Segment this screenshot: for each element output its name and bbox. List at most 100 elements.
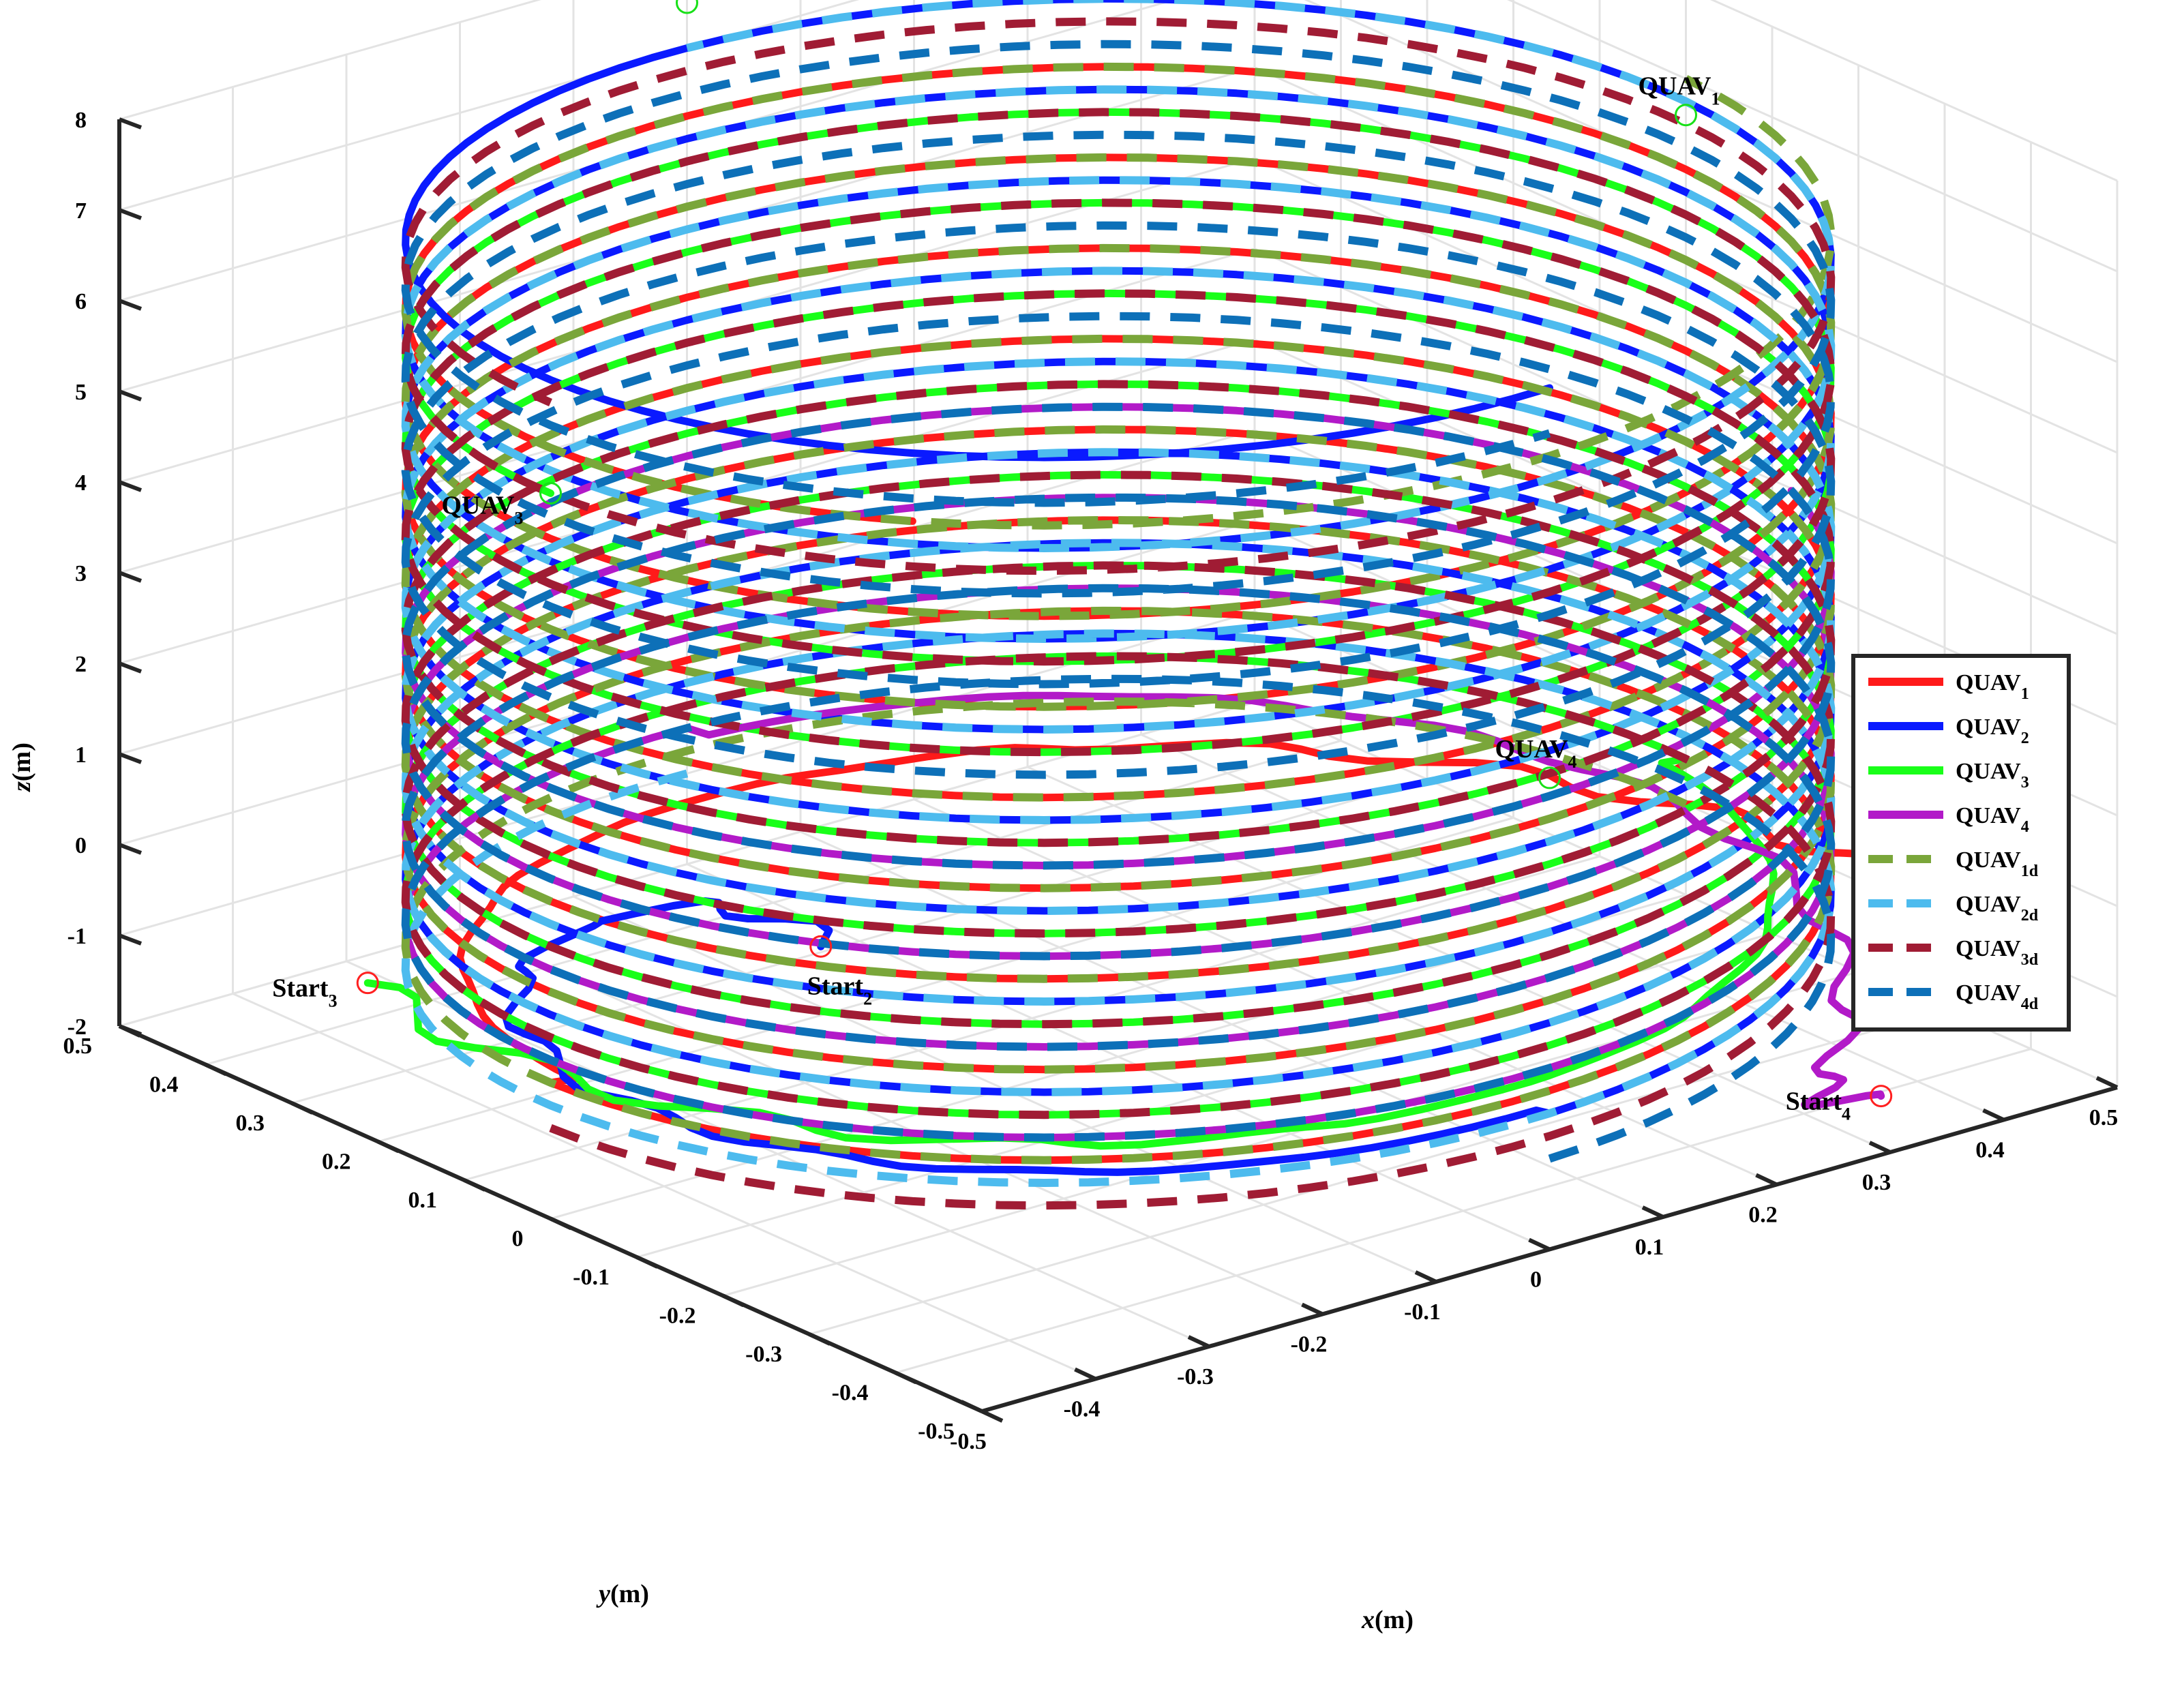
series-layer [363,0,1901,1210]
series-line-QUAV3d [401,17,1836,1210]
y-tick [981,1409,1004,1423]
legend-label: QUAV4d [1956,980,2039,1013]
legend-item: QUAV4d [1868,980,2039,1013]
z-tick-label: 4 [75,470,87,496]
y-tick-label: 0.1 [408,1188,438,1213]
z-tick [118,299,143,311]
x-tick [1301,1302,1323,1317]
y-tick-label: -0.2 [659,1304,696,1329]
z-tick-label: 6 [75,289,87,314]
legend-label: QUAV2 [1956,715,2029,747]
legend-label: QUAV4 [1956,803,2029,836]
x-tick-label: 0.4 [1975,1138,2005,1163]
z-tick-label: -2 [68,1014,87,1040]
y-tick-label: 0.3 [236,1111,265,1136]
x-tick [1414,1270,1437,1284]
x-tick-label: 0 [1530,1267,1542,1293]
start-marker-4 [1870,1085,1893,1108]
end-marker-3 [539,482,562,505]
legend-item: QUAV2d [1868,892,2039,924]
x-tick [1641,1205,1664,1219]
x-tick-label: -0.2 [1291,1332,1328,1357]
x-tick-label: 0.3 [1862,1170,1891,1195]
y-tick-label: 0.5 [63,1034,93,1059]
y-tick-label: -0.5 [918,1419,955,1444]
y-tick-label: 0.2 [322,1149,351,1175]
y-tick [895,1370,917,1385]
legend-item: QUAV3 [1868,759,2029,792]
z-tick-label: 8 [75,108,87,133]
x-tick [1528,1237,1551,1252]
z-tick [118,933,143,946]
z-tick-label: 2 [75,652,87,677]
x-tick [1074,1367,1096,1381]
y-axis-label: y(m) [596,1580,649,1608]
z-tick-label: -1 [68,924,87,949]
axes-layer: -0.5 -0.4 -0.3 -0.2 -0.1 0 0.1 0.2 0.3 0.4 0.5 -0.5… [8,108,2119,1634]
legend-item: QUAV1d [1868,847,2039,880]
y-tick [290,1101,314,1115]
y-tick [550,1216,572,1231]
z-tick-label: 7 [75,198,87,224]
legend-item: QUAV2 [1868,715,2029,747]
z-tick-label: 3 [75,561,87,586]
legend-item: QUAV4 [1868,803,2029,836]
z-tick [118,117,143,130]
z-tick-label: 5 [75,380,87,405]
legend-box [1851,654,2071,1032]
x-tick [2095,1076,2119,1089]
x-tick-label: 0.2 [1748,1203,1778,1228]
end-marker-2 [676,0,698,14]
z-tick [118,843,143,855]
z-tick-label: 1 [75,742,87,768]
series-line-QUAV4d [401,40,1836,1163]
legend-item: QUAV3d [1868,936,2039,969]
x-tick [1982,1108,2005,1122]
y-tick-label: -0.1 [573,1265,610,1290]
y-tick [722,1293,745,1308]
legend-label: QUAV2d [1956,892,2039,924]
end-marker-1 [1675,104,1697,127]
y-tick-label: 0 [512,1227,524,1252]
start-label-3: Start3 [272,974,337,1011]
grid-line [119,701,1255,1027]
z-tick [118,480,143,492]
y-tick [377,1139,400,1154]
end-marker-4 [1538,766,1561,790]
start-label-2: Start2 [807,972,872,1008]
z-tick [118,389,143,402]
x-tick-label: 0.1 [1635,1235,1664,1260]
legend-item: QUAV1 [1868,670,2029,703]
y-tick-label: -0.4 [832,1381,869,1406]
legend-label: QUAV1 [1956,670,2029,703]
series-line-QUAV1d [401,62,1836,1164]
y-tick-label: 0.4 [149,1072,179,1098]
z-axis-label: z(m) [8,742,36,793]
x-tick-label: -0.1 [1404,1299,1441,1325]
end-label-4: QUAV4 [1495,735,1577,772]
y-tick [635,1255,659,1269]
end-label-1: QUAV1 [1639,72,1720,109]
legend-label: QUAV3d [1956,936,2039,969]
y-tick [463,1178,486,1192]
end-label-3: QUAV3 [442,492,524,528]
x-tick [960,1400,983,1413]
y-tick-label: -0.3 [745,1342,782,1367]
grid-line [119,0,541,121]
legend-label: QUAV3 [1956,759,2029,792]
x-tick-label: -0.4 [1064,1397,1101,1422]
z-tick [118,752,143,764]
z-tick [118,571,143,583]
x-tick [1868,1141,1891,1154]
start-marker-3 [356,972,379,995]
z-tick [118,208,143,220]
start-marker-2 [809,935,833,958]
z-tick [118,661,143,674]
z-tick [118,1024,143,1036]
z-tick-label: 0 [75,833,87,858]
series-line-QUAV2d [401,0,1836,1188]
grid-line [464,855,1600,1182]
grid-line [1710,0,2118,182]
legend-label: QUAV1d [1956,847,2039,880]
